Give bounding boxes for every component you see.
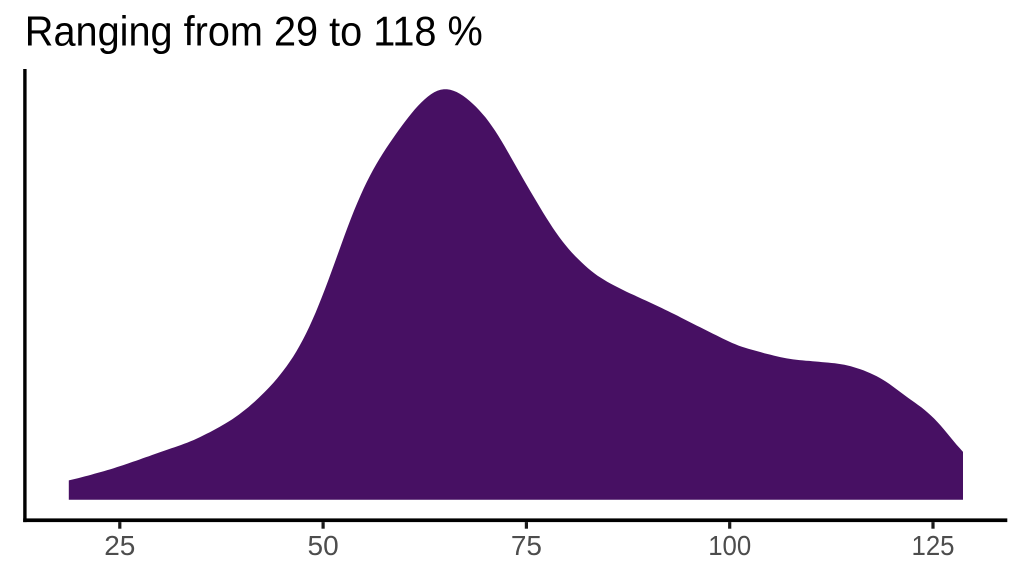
svg-text:25: 25: [104, 530, 135, 561]
svg-text:75: 75: [511, 530, 542, 561]
svg-text:125: 125: [912, 530, 955, 561]
svg-text:100: 100: [708, 530, 751, 561]
svg-text:Ranging from 29 to 118 %: Ranging from 29 to 118 %: [25, 8, 483, 55]
svg-text:50: 50: [308, 530, 339, 561]
